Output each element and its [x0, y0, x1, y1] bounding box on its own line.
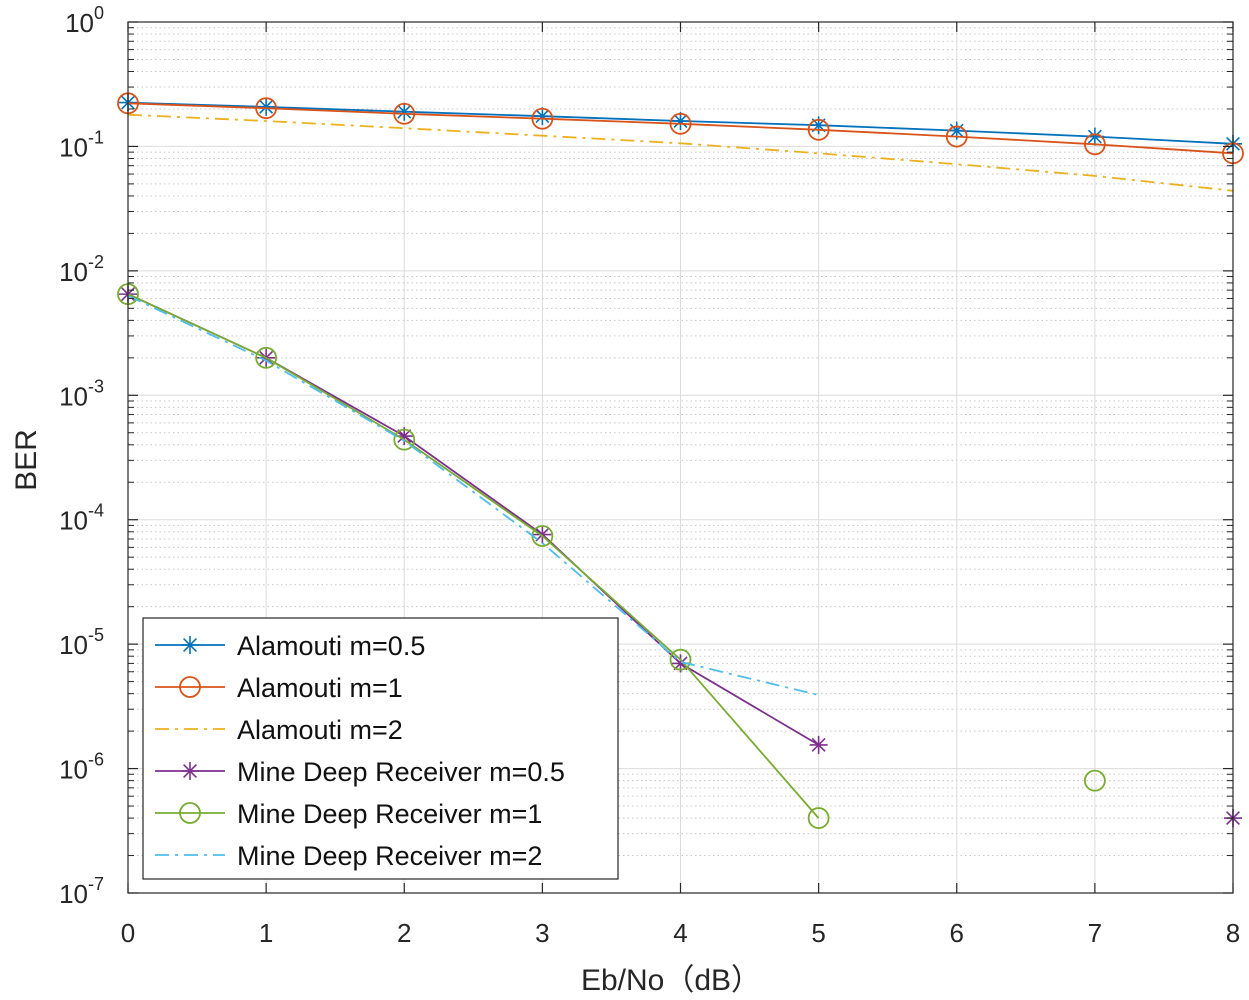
data-point [393, 102, 416, 125]
x-tick-label: 8 [1226, 918, 1240, 948]
x-tick-labels: 0 1 2 3 4 5 6 7 8 [121, 918, 1240, 948]
legend-label: Mine Deep Receiver m=1 [237, 799, 542, 829]
data-point [533, 107, 552, 126]
x-tick-label: 3 [535, 918, 549, 948]
series-5 [117, 283, 1106, 829]
x-tick-label: 6 [950, 918, 964, 948]
y-tick-label: 100 [65, 3, 104, 38]
legend-marker [181, 762, 199, 780]
legend-item: Alamouti m=0.5 [155, 631, 425, 661]
legend-label: Mine Deep Receiver m=2 [237, 841, 542, 871]
x-tick-label: 4 [673, 918, 687, 948]
x-tick-label: 5 [811, 918, 825, 948]
legend-item: Mine Deep Receiver m=1 [155, 799, 542, 829]
x-axis-label: Eb/No（dB） [581, 964, 761, 997]
legend: Alamouti m=0.5 Alamouti m=1 Alamouti m=2 Mi… [142, 617, 619, 880]
y-tick-label: 10-6 [59, 750, 104, 785]
legend-item: Mine Deep Receiver m=2 [155, 841, 542, 871]
data-point [257, 97, 276, 116]
y-tick-labels: 100 10-1 10-2 10-3 10-4 10-5 10-6 10-7 [59, 3, 104, 909]
y-tick-label: 10-5 [59, 625, 104, 660]
data-point [945, 125, 968, 148]
legend-label: Alamouti m=1 [237, 673, 403, 703]
data-point [255, 97, 278, 120]
series-line [127, 294, 819, 696]
legend-label: Mine Deep Receiver m=0.5 [237, 757, 565, 787]
legend-label: Alamouti m=2 [237, 715, 403, 745]
series-6 [127, 294, 819, 696]
data-point [395, 102, 414, 121]
legend-box [142, 617, 619, 880]
data-point [1083, 769, 1106, 792]
series-line [127, 113, 1234, 192]
y-tick-label: 10-3 [59, 376, 104, 411]
data-point [393, 428, 416, 451]
data-point [671, 112, 690, 131]
y-axis-label: BER [10, 429, 43, 491]
data-point [1083, 133, 1106, 156]
x-tick-label: 2 [397, 918, 411, 948]
series-line [127, 293, 820, 819]
data-point [807, 118, 830, 141]
x-tick-label: 1 [259, 918, 273, 948]
y-tick-label: 10-7 [59, 874, 104, 909]
legend-marker [179, 676, 201, 698]
data-point [531, 107, 554, 130]
y-tick-label: 10-2 [59, 252, 104, 287]
data-point [669, 648, 692, 671]
data-point [255, 346, 278, 369]
legend-item: Alamouti m=2 [155, 715, 403, 745]
legend-marker [181, 636, 199, 654]
legend-item: Alamouti m=1 [155, 673, 403, 703]
data-point [809, 735, 828, 754]
y-tick-label: 10-4 [59, 501, 104, 536]
series-2 [117, 92, 1244, 165]
legend-marker [179, 802, 201, 824]
x-tick-label: 0 [121, 918, 135, 948]
x-tick-label: 7 [1088, 918, 1102, 948]
axis-ticks [127, 21, 1234, 894]
data-point [669, 112, 692, 135]
legend-items: Alamouti m=0.5 Alamouti m=1 Alamouti m=2 Mi… [155, 631, 565, 871]
y-tick-label: 10-1 [59, 127, 104, 162]
legend-label: Alamouti m=0.5 [237, 631, 425, 661]
series-line [127, 102, 1234, 155]
legend-item: Mine Deep Receiver m=0.5 [155, 757, 565, 787]
series-3 [127, 113, 1234, 192]
data-point [533, 525, 552, 544]
data-point [807, 807, 830, 829]
